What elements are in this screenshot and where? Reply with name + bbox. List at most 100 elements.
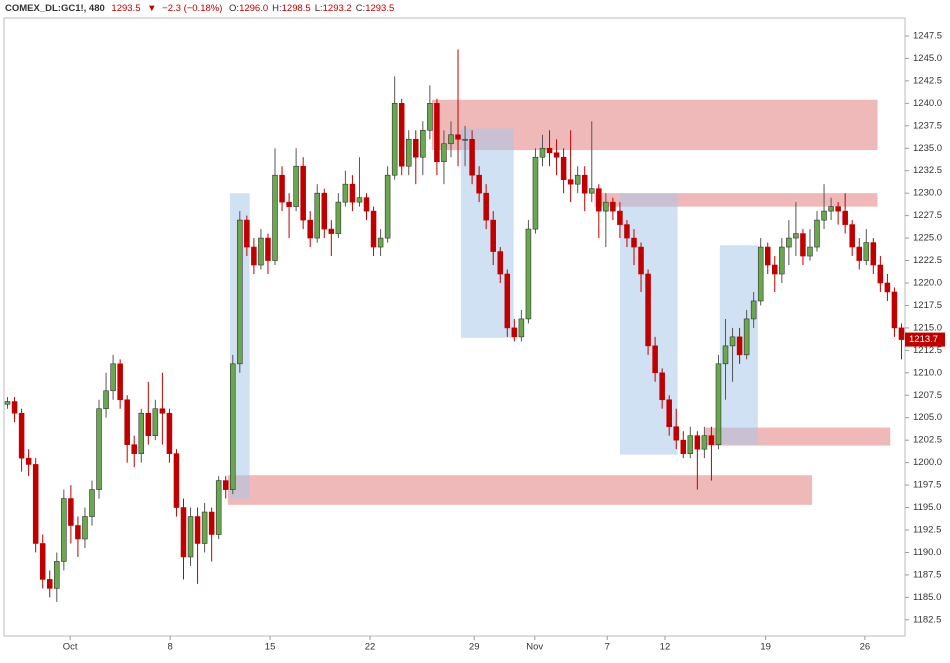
ohlc-value: 1293.2 bbox=[323, 3, 352, 14]
candle-body bbox=[546, 147, 553, 154]
candle-body bbox=[497, 251, 504, 275]
candle-body bbox=[617, 210, 623, 225]
candle-body bbox=[427, 103, 433, 131]
candle-body bbox=[884, 282, 891, 293]
candle-body bbox=[680, 439, 687, 454]
ohlc-key: C: bbox=[356, 3, 366, 14]
candle-body bbox=[307, 219, 313, 239]
candle-body bbox=[194, 516, 201, 544]
candle-body bbox=[687, 435, 694, 454]
candle-body bbox=[434, 103, 440, 163]
candle-body bbox=[715, 363, 722, 445]
y-tick-label: 1215.0 bbox=[913, 322, 942, 333]
candle-body bbox=[786, 237, 792, 248]
candle-body bbox=[25, 457, 32, 465]
y-tick-label: 1207.5 bbox=[913, 390, 942, 401]
y-tick-label: 1237.5 bbox=[913, 120, 942, 131]
candle-body bbox=[462, 138, 468, 141]
y-tick-label: 1232.5 bbox=[913, 165, 942, 176]
candle-body bbox=[222, 480, 229, 490]
candle-body bbox=[772, 264, 778, 275]
y-tick-label: 1212.5 bbox=[913, 345, 942, 356]
candle-body bbox=[159, 408, 166, 414]
candle-body bbox=[807, 246, 813, 257]
candle-body bbox=[567, 179, 574, 185]
candle-body bbox=[391, 103, 398, 176]
candle-body bbox=[553, 152, 560, 158]
candle-body bbox=[293, 165, 299, 207]
candle-body bbox=[483, 192, 489, 221]
candle-body bbox=[187, 516, 194, 558]
candle-body bbox=[476, 174, 482, 194]
candle-body bbox=[603, 201, 609, 212]
y-tick-label: 1185.0 bbox=[913, 592, 941, 603]
candle-body bbox=[652, 345, 658, 374]
candle-body bbox=[328, 228, 335, 234]
ohlc-value: 1293.5 bbox=[365, 3, 394, 14]
candle-body bbox=[610, 201, 616, 212]
candle-body bbox=[363, 197, 370, 212]
x-tick-label: Nov bbox=[526, 642, 543, 653]
y-tick-label: 1245.0 bbox=[913, 53, 942, 64]
candle-body bbox=[230, 363, 236, 490]
x-tick-label: 8 bbox=[167, 642, 172, 653]
y-tick-label: 1217.5 bbox=[913, 300, 942, 311]
y-tick-label: 1225.0 bbox=[913, 233, 942, 244]
candle-body bbox=[539, 147, 546, 158]
last-price: 1293.5 bbox=[111, 3, 140, 14]
candle-body bbox=[694, 435, 701, 450]
candle-body bbox=[215, 480, 222, 535]
candle-body bbox=[201, 511, 208, 544]
y-tick-label: 1205.0 bbox=[913, 412, 942, 423]
y-tick-label: 1247.5 bbox=[913, 30, 942, 41]
candle-body bbox=[673, 426, 679, 441]
candle-body bbox=[314, 192, 321, 239]
candle-body bbox=[237, 219, 243, 365]
y-tick-label: 1190.0 bbox=[913, 547, 941, 558]
candle-body bbox=[18, 412, 25, 459]
candle-body bbox=[898, 327, 905, 340]
candle-body bbox=[244, 219, 250, 248]
candle-body bbox=[666, 399, 672, 428]
candle-body bbox=[68, 498, 74, 526]
candle-body bbox=[131, 444, 137, 454]
plot-frame bbox=[3, 17, 906, 637]
candle-body bbox=[800, 233, 806, 257]
candle-body bbox=[779, 246, 785, 275]
x-tick-label: 19 bbox=[760, 642, 771, 653]
candle-body bbox=[814, 219, 820, 248]
y-tick-label: 1242.5 bbox=[913, 75, 942, 86]
candle-body bbox=[891, 291, 898, 329]
y-tick-label: 1182.5 bbox=[913, 614, 941, 625]
candle-body bbox=[863, 242, 870, 261]
candle-body bbox=[469, 138, 475, 176]
candle-body bbox=[286, 201, 292, 207]
y-tick-label: 1240.0 bbox=[913, 98, 942, 109]
candle-body bbox=[743, 318, 750, 356]
x-tick-label: 15 bbox=[265, 642, 276, 653]
y-tick-label: 1220.0 bbox=[913, 278, 942, 289]
candle-body bbox=[124, 399, 130, 445]
change-arrow: ▼ bbox=[147, 3, 156, 14]
candle-body bbox=[645, 273, 651, 347]
ohlc-key: L: bbox=[315, 3, 323, 14]
candle-body bbox=[96, 408, 102, 490]
y-tick-label: 1210.0 bbox=[913, 367, 942, 378]
candle-body bbox=[793, 233, 799, 239]
candle-body bbox=[708, 435, 715, 445]
candle-body bbox=[490, 219, 496, 252]
y-tick-label: 1197.5 bbox=[913, 480, 941, 491]
candle-body bbox=[455, 134, 461, 140]
y-tick-label: 1202.5 bbox=[913, 435, 942, 446]
candle-body bbox=[624, 224, 630, 239]
y-tick-label: 1222.5 bbox=[913, 255, 942, 266]
change: −2.3 (−0.18%) bbox=[162, 3, 222, 14]
candle-body bbox=[300, 165, 306, 221]
candle-body bbox=[54, 561, 60, 589]
candle-body bbox=[638, 246, 644, 275]
candle-body bbox=[279, 174, 285, 203]
symbol: COMEX_DL:GC1!, 480 bbox=[5, 3, 105, 14]
candle-body bbox=[849, 224, 855, 248]
candle-body bbox=[265, 237, 271, 261]
candle-body bbox=[166, 412, 173, 454]
